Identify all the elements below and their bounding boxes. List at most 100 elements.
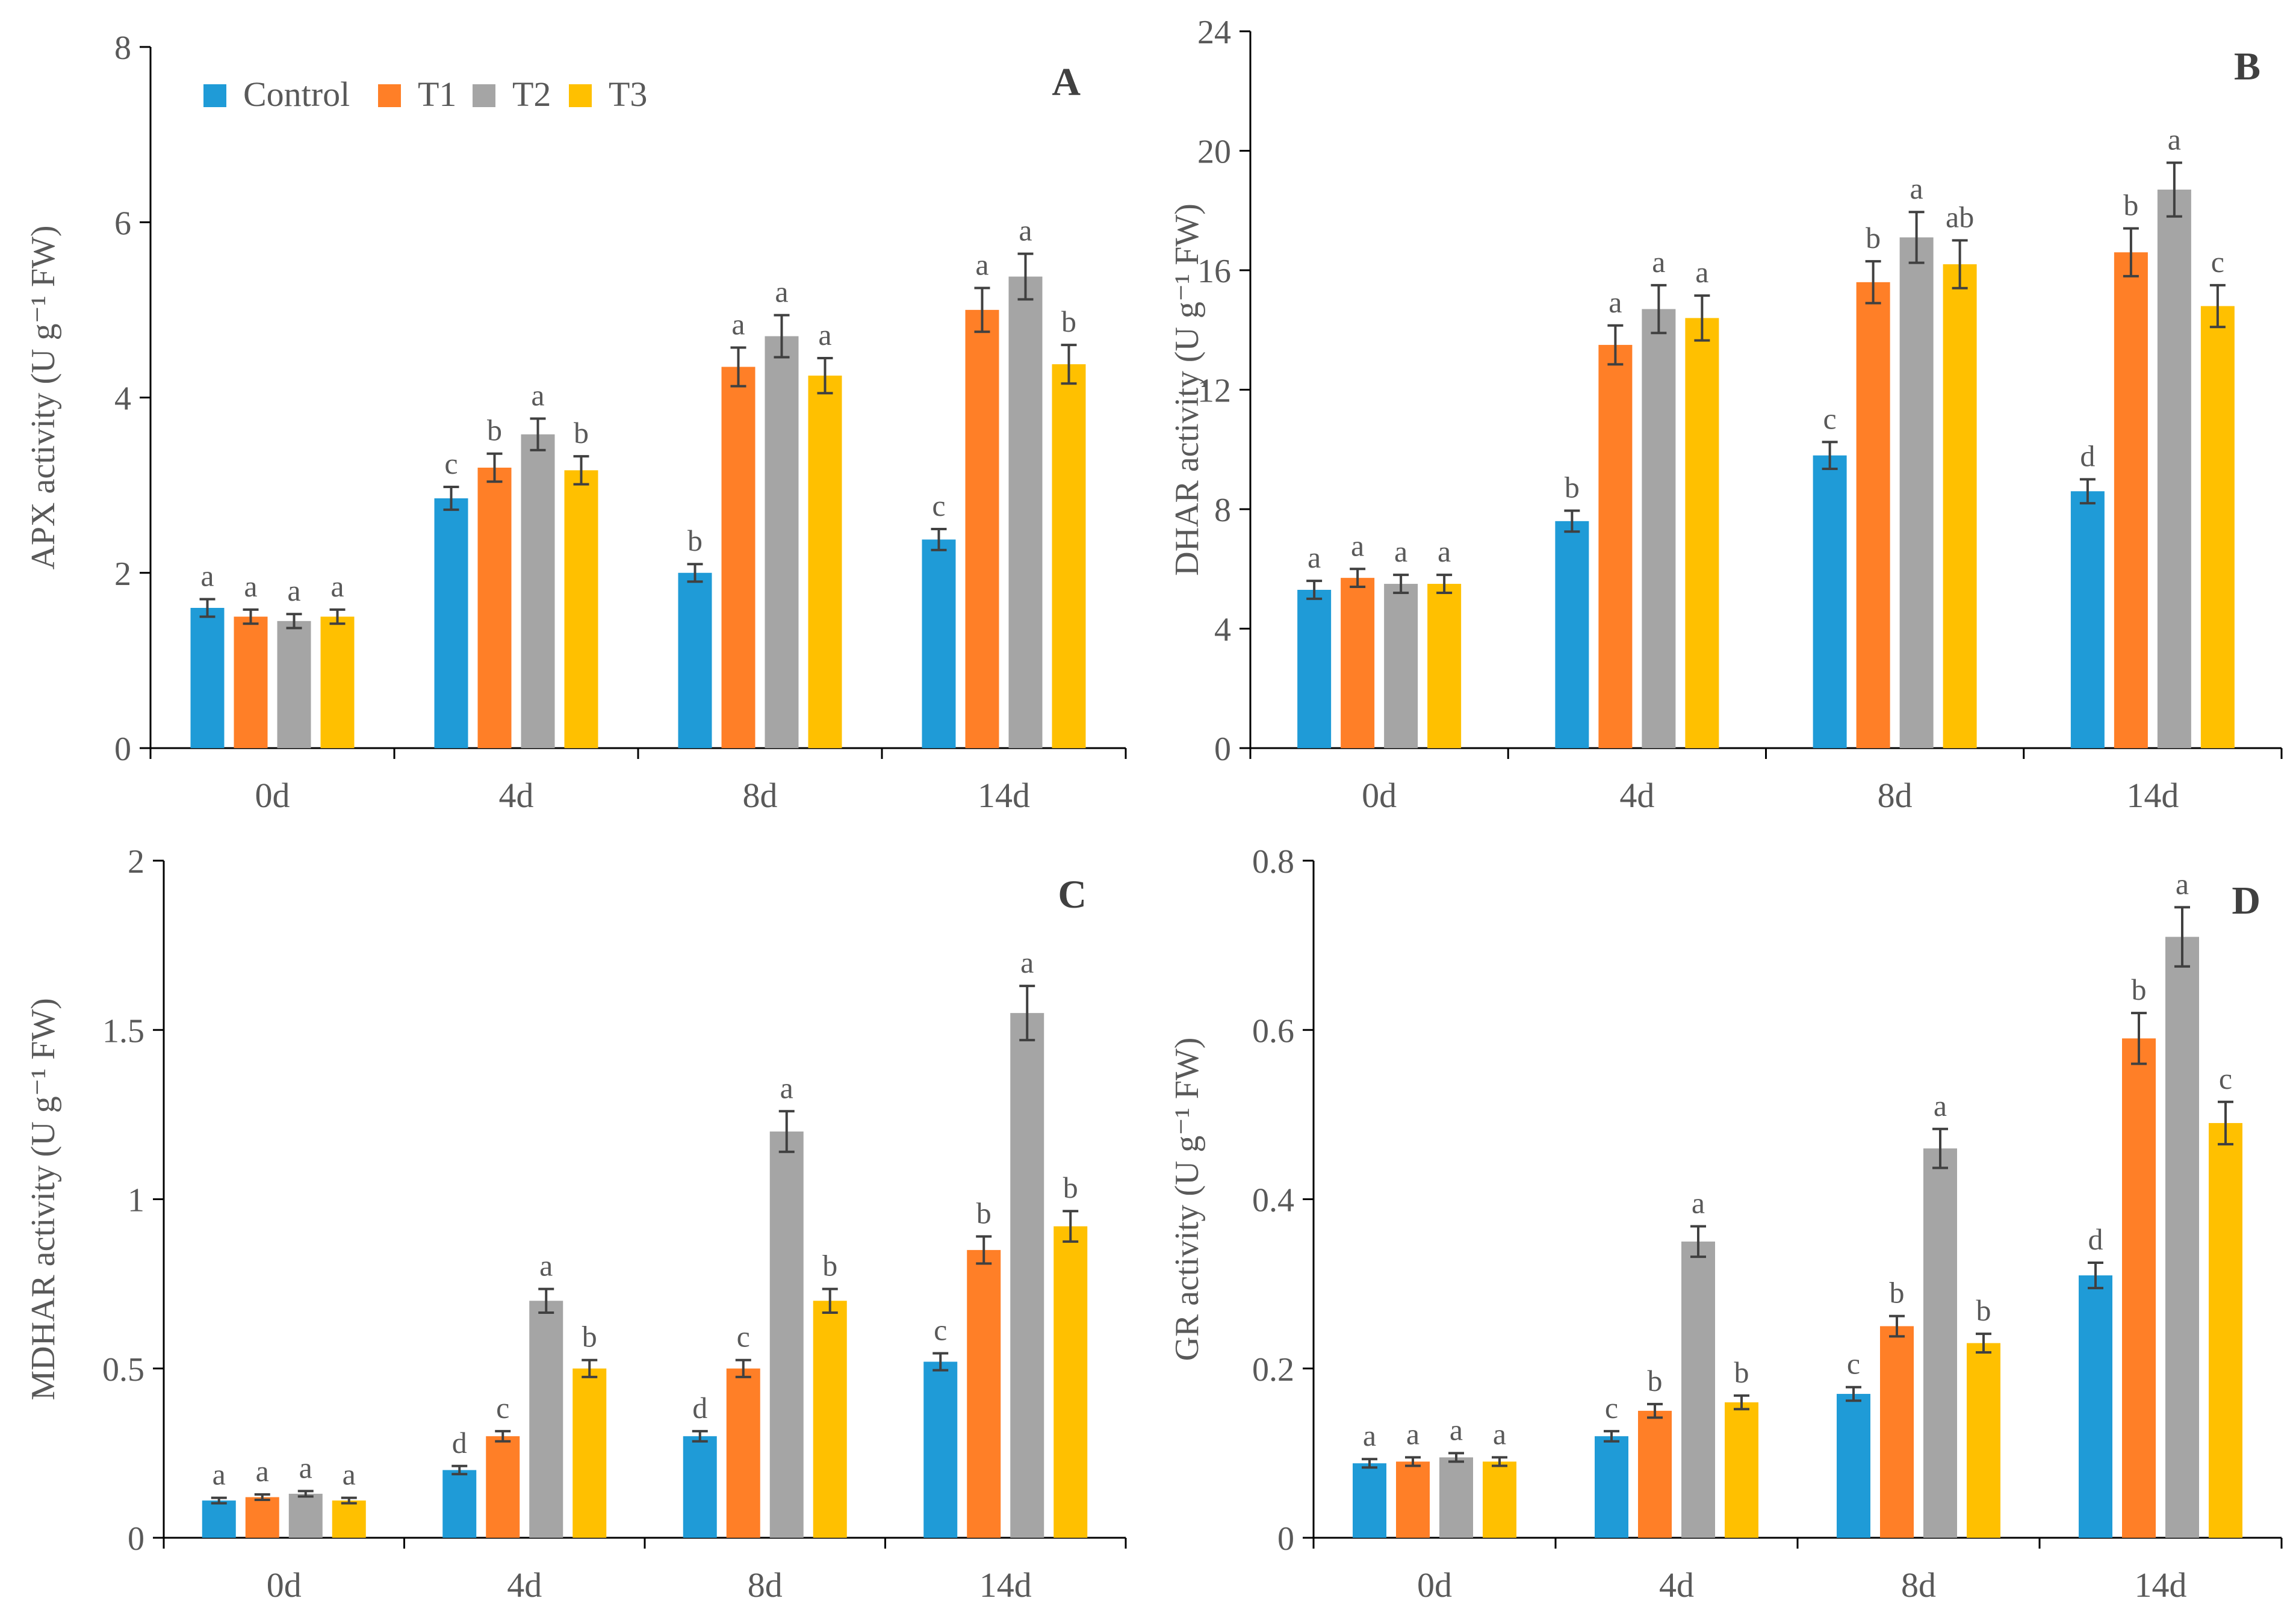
bar-t2	[2165, 937, 2199, 1538]
x-tick-label: 0d	[267, 1565, 302, 1605]
bar-t3	[1725, 1402, 1758, 1538]
panel-label: D	[2232, 879, 2260, 923]
significance-letter: a	[1934, 1089, 1947, 1122]
significance-letter: d	[2088, 1222, 2103, 1256]
bar-control	[678, 572, 712, 748]
x-tick-label: 8d	[748, 1565, 783, 1605]
panel-label: A	[1052, 60, 1081, 104]
significance-letter: a	[1394, 534, 1407, 568]
significance-letter: a	[343, 1458, 356, 1491]
significance-letter: b	[1063, 1171, 1078, 1204]
bar-t2	[529, 1301, 563, 1538]
significance-letter: a	[975, 247, 988, 281]
bar-t1	[1598, 345, 1633, 748]
bar-t2	[1439, 1457, 1473, 1538]
bar-t3	[1967, 1343, 2000, 1538]
bar-control	[190, 608, 225, 748]
significance-letter: a	[256, 1454, 269, 1488]
significance-letter: a	[1406, 1417, 1419, 1450]
x-tick-label: 8d	[1878, 776, 1913, 815]
significance-letter: a	[775, 275, 788, 309]
x-tick-label: 14d	[2126, 776, 2179, 815]
significance-letter: a	[287, 574, 300, 607]
bar-control	[1837, 1393, 1870, 1538]
legend-label-t3: T3	[609, 75, 647, 114]
significance-letter: c	[737, 1320, 750, 1354]
significance-letter: b	[487, 413, 502, 447]
significance-letter: a	[1363, 1419, 1376, 1452]
panel-label: B	[2234, 45, 2260, 88]
legend-swatch-t2	[473, 84, 495, 107]
bar-control	[2079, 1275, 2112, 1538]
bar-t3	[332, 1500, 366, 1538]
significance-letter: b	[2132, 973, 2147, 1006]
significance-letter: a	[1351, 528, 1364, 562]
significance-letter: c	[496, 1391, 509, 1425]
y-tick-label: 0	[1277, 1520, 1294, 1558]
y-tick-label: 0	[128, 1520, 144, 1558]
y-tick-label: 8	[114, 29, 131, 67]
bar-t3	[320, 616, 355, 748]
y-tick-label: 0	[1214, 731, 1231, 768]
bar-t2	[288, 1493, 323, 1538]
y-tick-label: 20	[1197, 134, 1231, 171]
significance-letter: b	[582, 1320, 597, 1354]
bar-control	[442, 1470, 477, 1538]
x-tick-label: 4d	[1659, 1565, 1694, 1605]
bar-control	[1353, 1463, 1386, 1538]
bar-t2	[1923, 1148, 1957, 1538]
bar-t3	[1053, 1226, 1088, 1538]
y-tick-label: 0.5	[102, 1351, 144, 1389]
bar-t3	[813, 1301, 847, 1538]
significance-letter: b	[976, 1196, 991, 1230]
bar-control	[1813, 455, 1847, 748]
bar-t2	[2157, 190, 2191, 748]
bar-t1	[1856, 282, 1890, 749]
significance-letter: d	[452, 1426, 467, 1460]
significance-letter: b	[574, 416, 589, 450]
bar-control	[1555, 521, 1589, 748]
bar-t2	[1899, 237, 1934, 749]
significance-letter: a	[213, 1458, 226, 1491]
bar-t3	[1943, 264, 1977, 748]
y-axis-label: GR activity (U g⁻¹ FW)	[1168, 1038, 1206, 1361]
x-tick-label: 0d	[1417, 1565, 1452, 1605]
bar-t3	[1427, 584, 1462, 748]
bar-control	[683, 1436, 717, 1538]
y-tick-label: 12	[1197, 373, 1231, 410]
bar-t2	[1010, 1013, 1044, 1538]
bar-t1	[965, 309, 999, 748]
y-tick-label: 4	[114, 380, 131, 418]
bar-t1	[245, 1497, 279, 1538]
significance-letter: a	[531, 378, 544, 412]
bar-t3	[564, 470, 598, 748]
y-tick-label: 16	[1197, 253, 1231, 290]
significance-letter: c	[1847, 1347, 1860, 1381]
significance-letter: b	[1734, 1355, 1749, 1389]
significance-letter: a	[818, 318, 831, 351]
y-axis-label: MDHAR activity (U g⁻¹ FW)	[25, 998, 62, 1401]
y-tick-label: 2	[128, 843, 144, 881]
bar-t3	[2200, 306, 2235, 748]
y-tick-label: 0	[114, 731, 131, 768]
bar-t1	[2122, 1038, 2156, 1538]
bar-t1	[234, 616, 268, 748]
significance-letter: d	[2080, 439, 2095, 472]
significance-letter: a	[1019, 214, 1032, 247]
significance-letter: a	[330, 569, 344, 603]
significance-letter: b	[1866, 221, 1881, 255]
bar-t3	[1052, 364, 1086, 748]
x-tick-label: 14d	[2135, 1565, 2187, 1605]
bar-control	[434, 498, 468, 748]
significance-letter: c	[2211, 245, 2224, 279]
significance-letter: a	[1652, 245, 1665, 279]
significance-letter: b	[1890, 1276, 1905, 1310]
y-tick-label: 1.5	[102, 1012, 144, 1050]
significance-letter: c	[2219, 1062, 2232, 1095]
significance-letter: a	[2176, 867, 2189, 900]
significance-letter: b	[822, 1249, 837, 1283]
bar-t3	[808, 376, 842, 748]
